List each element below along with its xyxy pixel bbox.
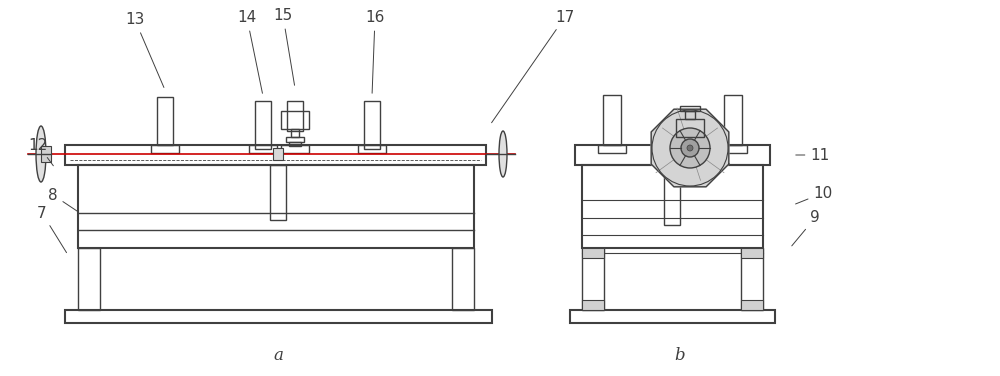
Bar xyxy=(685,111,695,119)
Bar xyxy=(289,142,301,146)
Bar xyxy=(452,248,474,310)
Bar xyxy=(598,145,626,153)
Bar xyxy=(270,165,286,220)
Circle shape xyxy=(681,139,699,157)
Bar xyxy=(664,165,680,225)
Bar xyxy=(582,248,604,258)
Bar xyxy=(151,145,179,153)
Bar xyxy=(582,248,604,310)
Bar xyxy=(287,101,303,131)
Bar xyxy=(291,129,299,137)
Bar xyxy=(582,165,763,248)
Bar xyxy=(364,101,380,149)
Bar xyxy=(358,145,386,153)
Text: 10: 10 xyxy=(796,185,833,204)
Text: 16: 16 xyxy=(365,11,385,93)
Bar xyxy=(41,146,51,162)
Bar xyxy=(582,300,604,310)
Text: 11: 11 xyxy=(796,147,830,162)
Bar xyxy=(157,97,173,145)
Text: 17: 17 xyxy=(492,9,575,123)
Bar xyxy=(741,248,763,310)
Bar xyxy=(65,310,492,323)
Bar xyxy=(724,95,742,145)
Bar xyxy=(281,111,309,129)
Circle shape xyxy=(670,128,710,168)
Bar xyxy=(78,165,474,248)
Bar xyxy=(741,248,763,258)
Text: a: a xyxy=(273,347,283,364)
Bar xyxy=(255,101,271,149)
Text: 8: 8 xyxy=(48,188,78,211)
Text: b: b xyxy=(675,347,685,364)
Bar xyxy=(570,310,775,323)
Bar xyxy=(65,145,486,165)
Bar xyxy=(249,145,277,153)
Text: 13: 13 xyxy=(125,12,164,88)
Polygon shape xyxy=(651,109,729,187)
Text: 14: 14 xyxy=(237,11,262,93)
Bar xyxy=(273,148,283,160)
Bar xyxy=(676,119,704,137)
Bar xyxy=(680,106,700,111)
Text: 12: 12 xyxy=(28,138,53,166)
Circle shape xyxy=(687,145,693,151)
Text: 7: 7 xyxy=(37,206,67,253)
Bar xyxy=(281,145,309,153)
Text: 9: 9 xyxy=(792,211,820,246)
Bar xyxy=(78,248,100,310)
Bar xyxy=(603,95,621,145)
Bar xyxy=(286,137,304,142)
Bar xyxy=(575,145,770,165)
Ellipse shape xyxy=(499,131,507,177)
Bar xyxy=(741,300,763,310)
Ellipse shape xyxy=(36,126,46,182)
Bar xyxy=(719,145,747,153)
Text: 15: 15 xyxy=(273,9,295,85)
